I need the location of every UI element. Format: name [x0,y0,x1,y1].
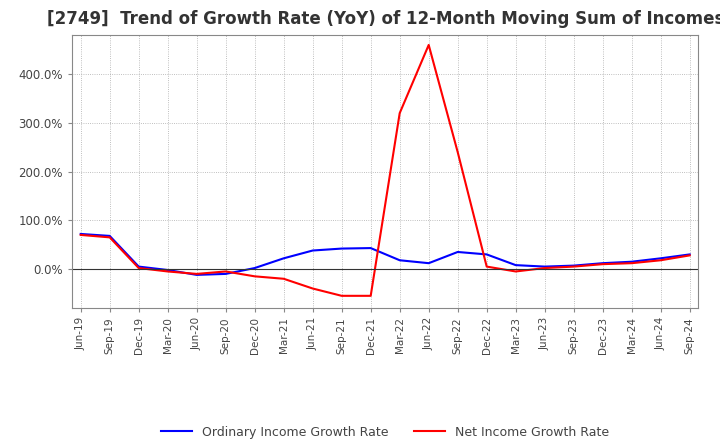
Net Income Growth Rate [338,293,346,298]
Line: Ordinary Income Growth Rate: Ordinary Income Growth Rate [81,234,690,275]
Net Income Growth Rate [135,265,143,271]
Ordinary Income Growth Rate [657,256,665,261]
Ordinary Income Growth Rate [570,263,578,268]
Net Income Growth Rate [570,264,578,269]
Net Income Growth Rate [221,269,230,274]
Ordinary Income Growth Rate [279,256,288,261]
Net Income Growth Rate [76,232,85,238]
Net Income Growth Rate [454,150,462,155]
Net Income Growth Rate [541,265,549,271]
Net Income Growth Rate [192,271,201,276]
Title: [2749]  Trend of Growth Rate (YoY) of 12-Month Moving Sum of Incomes: [2749] Trend of Growth Rate (YoY) of 12-… [47,10,720,28]
Net Income Growth Rate [482,264,491,269]
Net Income Growth Rate [598,261,607,267]
Net Income Growth Rate [627,260,636,266]
Ordinary Income Growth Rate [135,264,143,269]
Net Income Growth Rate [424,42,433,48]
Net Income Growth Rate [308,286,317,291]
Ordinary Income Growth Rate [541,264,549,269]
Ordinary Income Growth Rate [454,249,462,255]
Line: Net Income Growth Rate: Net Income Growth Rate [81,45,690,296]
Ordinary Income Growth Rate [395,258,404,263]
Ordinary Income Growth Rate [105,233,114,238]
Net Income Growth Rate [366,293,375,298]
Ordinary Income Growth Rate [192,272,201,278]
Ordinary Income Growth Rate [251,265,259,271]
Net Income Growth Rate [251,274,259,279]
Ordinary Income Growth Rate [366,246,375,251]
Ordinary Income Growth Rate [163,268,172,273]
Net Income Growth Rate [105,235,114,240]
Net Income Growth Rate [279,276,288,282]
Ordinary Income Growth Rate [627,259,636,264]
Net Income Growth Rate [511,269,520,274]
Net Income Growth Rate [657,258,665,263]
Ordinary Income Growth Rate [511,263,520,268]
Ordinary Income Growth Rate [424,260,433,266]
Ordinary Income Growth Rate [598,260,607,266]
Ordinary Income Growth Rate [482,252,491,257]
Legend: Ordinary Income Growth Rate, Net Income Growth Rate: Ordinary Income Growth Rate, Net Income … [156,421,614,440]
Ordinary Income Growth Rate [221,271,230,276]
Ordinary Income Growth Rate [338,246,346,251]
Net Income Growth Rate [163,269,172,274]
Ordinary Income Growth Rate [76,231,85,237]
Net Income Growth Rate [685,253,694,258]
Ordinary Income Growth Rate [685,252,694,257]
Ordinary Income Growth Rate [308,248,317,253]
Net Income Growth Rate [395,110,404,116]
